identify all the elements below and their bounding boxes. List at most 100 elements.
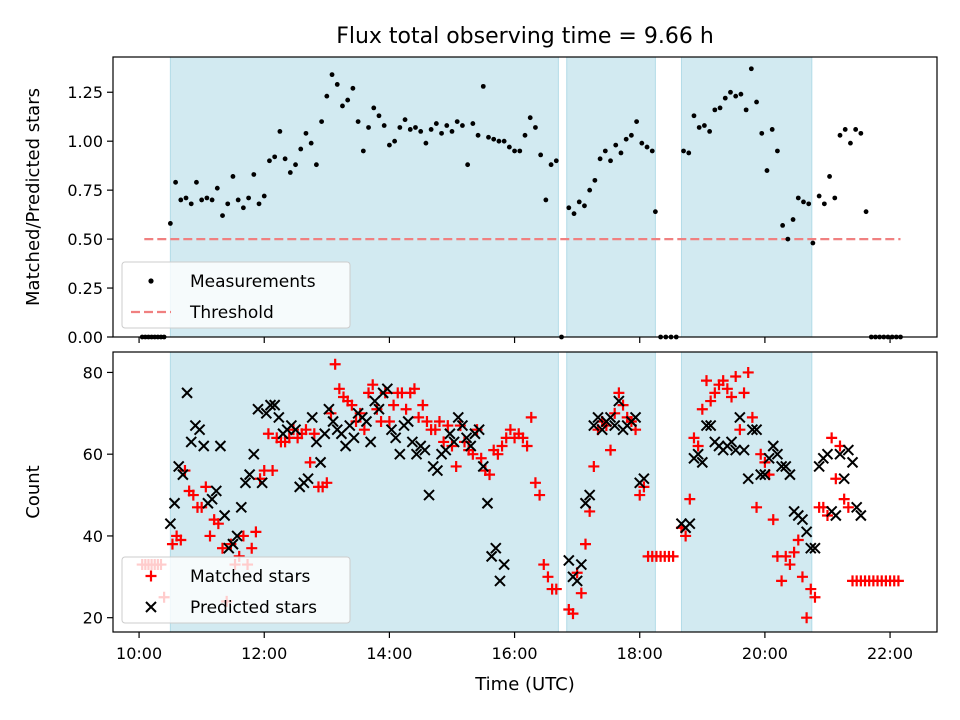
matched-star-point	[680, 530, 692, 542]
matched-star-point	[534, 489, 546, 501]
predicted-star-point	[252, 403, 264, 415]
predicted-star-point	[448, 436, 460, 448]
matched-star-point	[300, 424, 312, 436]
matched-star-point	[717, 375, 729, 387]
measurement-point	[576, 199, 582, 205]
predicted-star-point	[185, 436, 197, 448]
top-legend: Measurements Threshold	[121, 261, 351, 329]
measurement-point	[848, 140, 853, 146]
matched-star-point	[700, 375, 712, 387]
measurement-point	[571, 211, 577, 217]
matched-star-point	[734, 424, 746, 436]
measurement-point	[287, 170, 293, 175]
predicted-star-point	[431, 464, 444, 477]
matched-star-point	[842, 501, 854, 513]
y-tick-label: 1.25	[67, 83, 103, 102]
y-tick-label: 0.50	[67, 230, 103, 249]
x-tick-label: 20:00	[742, 644, 788, 663]
measurement-point	[470, 121, 476, 126]
matched-star-point	[504, 424, 516, 436]
measurement-point	[428, 127, 434, 132]
matched-star-point	[496, 440, 508, 452]
measurement-point	[592, 177, 598, 183]
matched-star-point	[667, 550, 679, 562]
matched-star-point	[408, 383, 420, 395]
measurement-point	[696, 125, 702, 130]
measurement-point	[293, 162, 298, 168]
legend-label: Threshold	[189, 303, 274, 323]
measurement-point	[371, 105, 377, 111]
matched-star-point	[379, 387, 391, 399]
measurement-point	[303, 130, 309, 136]
measurement-point	[785, 236, 791, 242]
measurement-point	[649, 148, 655, 154]
measurement-point	[183, 195, 189, 201]
measurement-point	[543, 197, 549, 203]
measurement-point	[780, 222, 786, 228]
matched-star-point	[333, 383, 345, 395]
measurement-point	[225, 201, 231, 207]
measurement-point	[538, 152, 544, 158]
matched-star-point	[371, 403, 383, 415]
predicted-star-point	[327, 415, 339, 428]
measurement-point	[173, 179, 178, 185]
measurement-point	[652, 209, 658, 215]
predicted-star-point	[210, 485, 222, 497]
predicted-star-point	[389, 432, 402, 444]
matched-star-point	[751, 501, 763, 513]
matched-star-point	[688, 432, 700, 444]
predicted-star-point	[830, 509, 842, 522]
matched-star-point	[400, 403, 412, 415]
measurement-point	[639, 140, 645, 146]
predicted-star-point	[629, 411, 642, 424]
measurement-point	[644, 144, 650, 150]
predicted-star-point	[444, 428, 456, 440]
predicted-star-point	[460, 432, 473, 444]
matched-star-point	[212, 518, 224, 530]
predicted-star-point	[692, 448, 704, 460]
predicted-star-point	[608, 419, 621, 432]
predicted-star-point	[164, 517, 177, 530]
predicted-star-point	[406, 436, 419, 448]
predicted-star-point	[583, 489, 596, 501]
measurement-point	[686, 150, 692, 156]
measurement-point	[355, 119, 361, 125]
matched-star-point	[429, 424, 441, 436]
matched-star-point	[442, 420, 454, 432]
predicted-star-point	[763, 452, 775, 464]
predicted-star-point	[485, 550, 498, 563]
observing-window-3	[680, 56, 813, 338]
measurement-point	[754, 99, 759, 105]
measurement-point	[628, 132, 634, 138]
observing-window-3	[680, 351, 813, 633]
predicted-star-point	[784, 468, 796, 481]
matched-star-point	[325, 407, 337, 419]
measurement-point	[433, 121, 439, 126]
measurement-point	[717, 105, 723, 111]
measurement-point	[491, 136, 497, 142]
matched-star-point	[179, 465, 191, 477]
matched-star-point	[838, 493, 850, 505]
matched-star-point	[613, 387, 625, 399]
predicted-star-point	[805, 542, 817, 554]
matched-star-point	[446, 440, 458, 452]
measurement-point	[486, 134, 491, 140]
predicted-star-point	[759, 468, 771, 481]
predicted-star-point	[193, 423, 206, 436]
predicted-star-point	[563, 554, 575, 567]
predicted-star-point	[588, 419, 600, 432]
predicted-star-point	[214, 440, 227, 452]
predicted-star-point	[725, 436, 738, 448]
matched-star-point	[550, 583, 562, 595]
predicted-star-point	[800, 526, 813, 538]
matched-star-point	[738, 387, 750, 399]
predicted-star-point	[394, 448, 406, 460]
predicted-star-point	[348, 432, 360, 444]
matched-star-point	[809, 591, 821, 603]
matched-star-point	[892, 575, 904, 587]
predicted-star-point	[373, 403, 385, 415]
matched-star-point	[421, 415, 433, 427]
bottom-axes-ticks: 20 40 60 80 10:00 12:00 14:00 16:00 18:00 20:00 22…	[83, 363, 913, 663]
predicted-star-point	[738, 444, 750, 456]
measurement-point	[230, 174, 236, 179]
